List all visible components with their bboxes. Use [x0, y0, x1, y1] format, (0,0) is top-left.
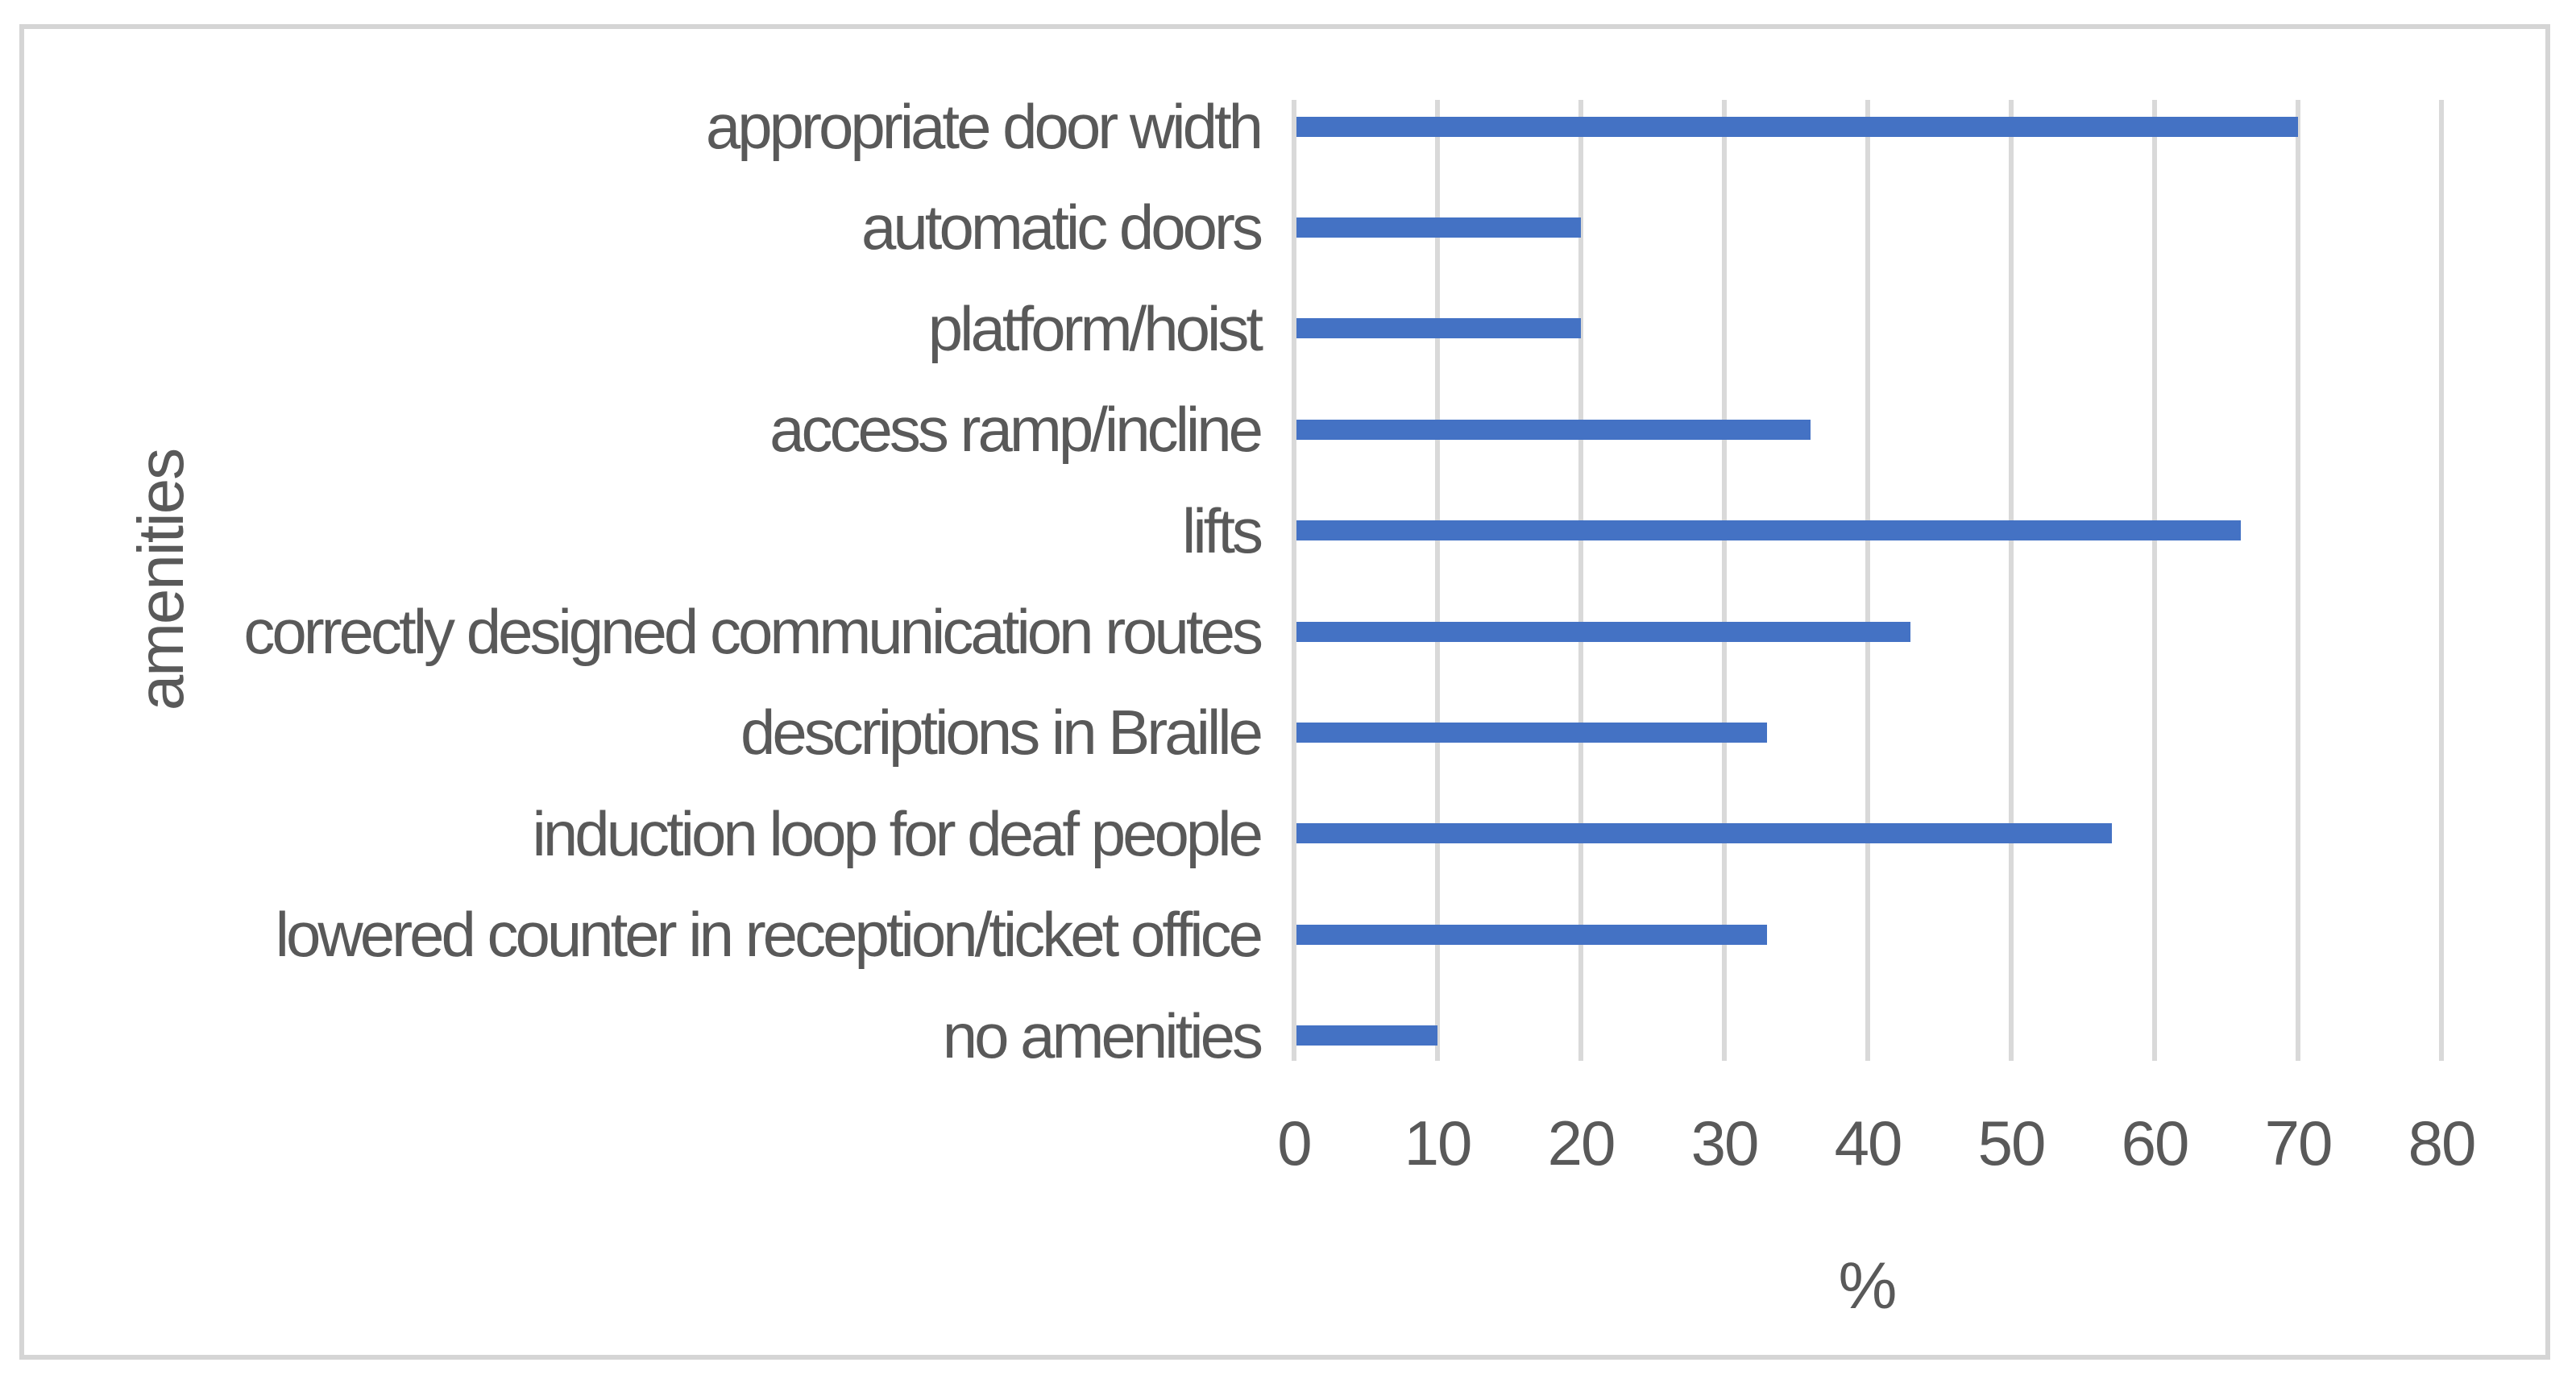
- gridline: [1578, 100, 1583, 1061]
- category-label: access ramp/incline: [769, 394, 1263, 465]
- category-label: platform/hoist: [927, 293, 1263, 364]
- bar: [1296, 723, 1767, 743]
- category-label: descriptions in Braille: [740, 697, 1263, 768]
- tick-label: 50: [1977, 1108, 2047, 1178]
- gridline: [2152, 100, 2157, 1061]
- tick-label: 0: [1277, 1108, 1312, 1178]
- category-label: correctly designed communication routes: [243, 596, 1263, 667]
- tick-label: 10: [1404, 1108, 1473, 1178]
- category-label: lifts: [1182, 495, 1263, 566]
- bar: [1296, 925, 1767, 945]
- category-label: appropriate door width: [705, 91, 1263, 162]
- category-label: automatic doors: [861, 192, 1263, 263]
- bar: [1296, 1025, 1437, 1046]
- tick-label: 80: [2408, 1108, 2477, 1178]
- bar: [1296, 823, 2112, 843]
- bar: [1296, 520, 2241, 540]
- bar: [1296, 318, 1581, 338]
- category-label: induction loop for deaf people: [532, 798, 1263, 869]
- x-axis-title: %: [1838, 1249, 1898, 1323]
- bar: [1296, 217, 1581, 238]
- tick-label: 40: [1834, 1108, 1903, 1178]
- tick-label: 30: [1690, 1108, 1760, 1178]
- y-axis-title: amenities: [125, 449, 197, 711]
- bar: [1296, 420, 1811, 440]
- tick-label: 20: [1547, 1108, 1616, 1178]
- gridline: [2009, 100, 2014, 1061]
- gridline: [1292, 100, 1296, 1061]
- chart-border-frame: [19, 24, 2550, 1360]
- bar: [1296, 622, 1910, 642]
- category-label: lowered counter in reception/ticket offi…: [275, 899, 1263, 970]
- gridline: [1435, 100, 1440, 1061]
- gridline: [1722, 100, 1727, 1061]
- tick-label: 70: [2264, 1108, 2333, 1178]
- gridline: [2439, 100, 2444, 1061]
- gridline: [1865, 100, 1870, 1061]
- tick-label: 60: [2121, 1108, 2190, 1178]
- category-label: no amenities: [942, 1000, 1263, 1071]
- gridline: [2296, 100, 2300, 1061]
- bar: [1296, 117, 2298, 137]
